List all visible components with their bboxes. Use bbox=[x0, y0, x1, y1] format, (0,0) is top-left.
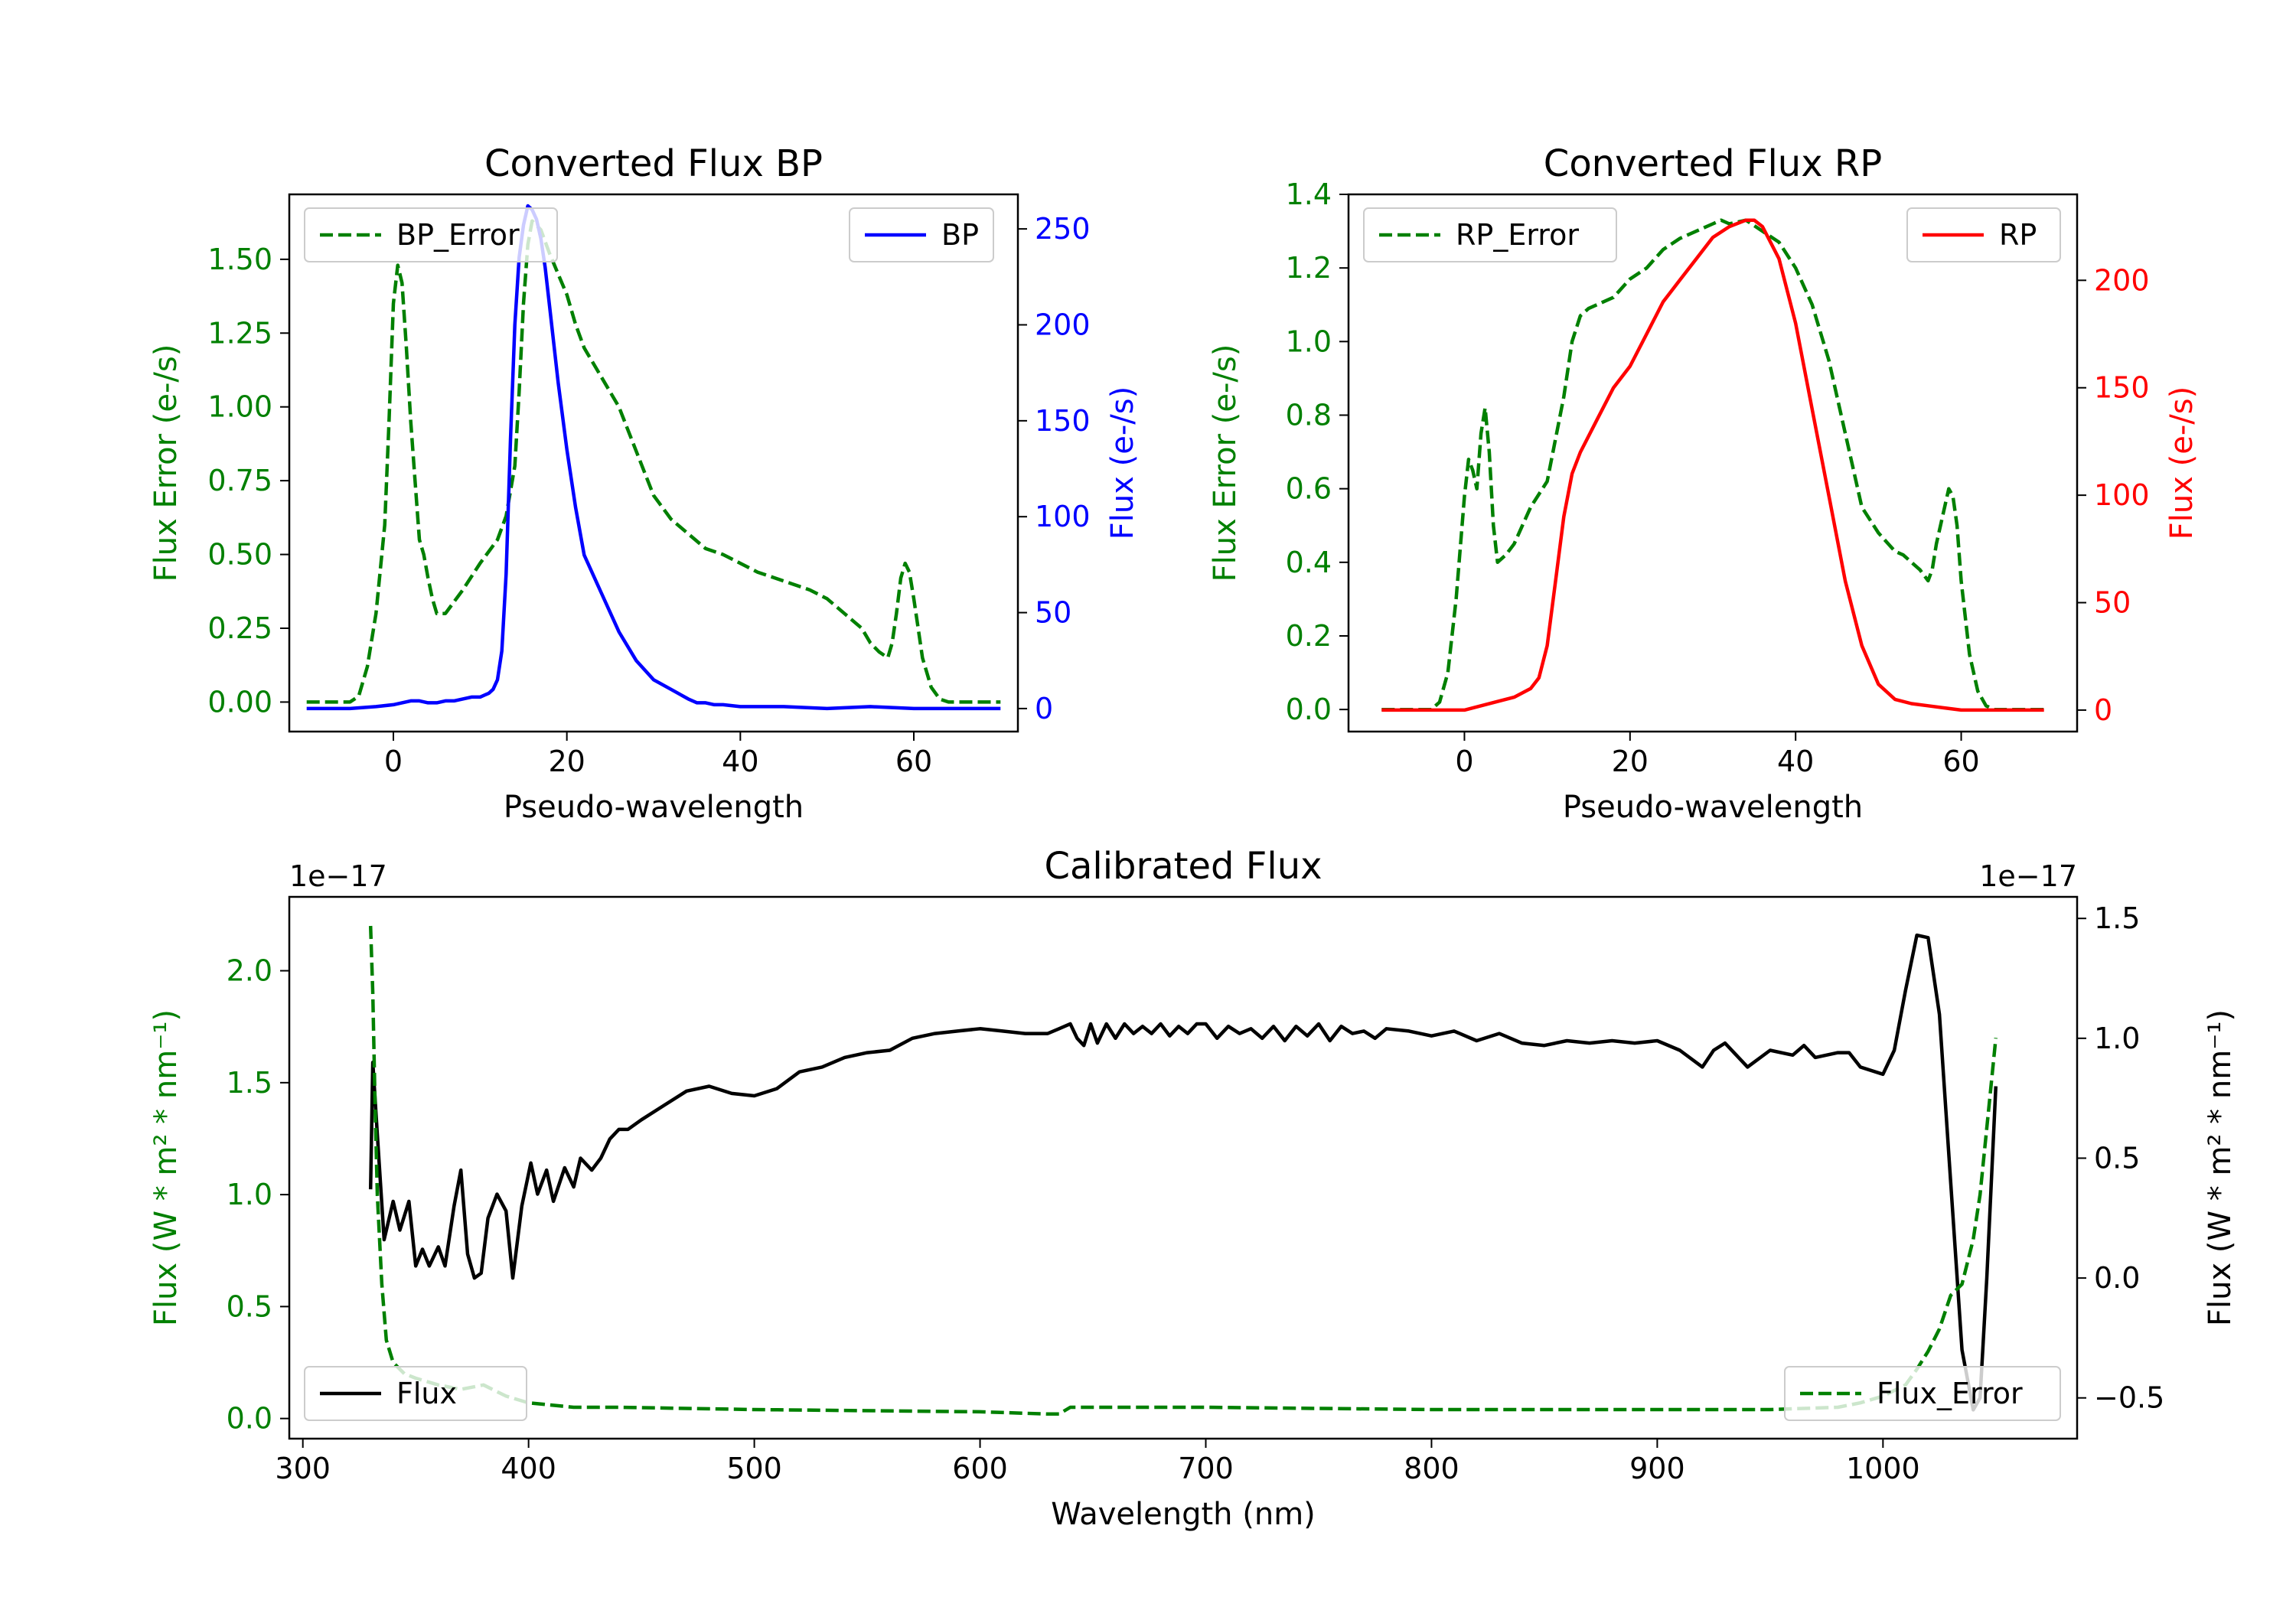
panel-converted-flux-rp: 0 20 40 60 0.0 0.2 0.4 0.6 0.8 1.0 1.2 1.4 0 50 100 150… bbox=[1208, 142, 2200, 825]
y-left-offset-text: 1e−17 bbox=[289, 859, 387, 893]
x-tick-label: 300 bbox=[275, 1452, 331, 1485]
y-left-tick-label: 0.25 bbox=[207, 611, 272, 645]
chart-title: Converted Flux BP bbox=[484, 142, 823, 185]
y-right-tick-label: 1.0 bbox=[2094, 1022, 2140, 1055]
legend-right-label: RP bbox=[1999, 218, 2037, 252]
y-left-tick-label: 0.0 bbox=[227, 1402, 272, 1436]
x-tick-label: 40 bbox=[722, 745, 758, 778]
legend-left-label: RP_Error bbox=[1456, 218, 1579, 252]
y-left-tick-label: 1.25 bbox=[207, 316, 272, 350]
series-line-bp-error bbox=[306, 219, 1001, 704]
legend-right-label: BP bbox=[941, 218, 979, 252]
x-tick-label: 400 bbox=[501, 1452, 556, 1485]
x-tick-label: 20 bbox=[1612, 745, 1649, 778]
legend-right-label: Flux_Error bbox=[1877, 1377, 2023, 1410]
y-right-tick-label: 200 bbox=[1035, 308, 1091, 341]
y-left-axis-label: Flux Error (e-/s) bbox=[1208, 344, 1243, 582]
y-left-tick-label: 0.0 bbox=[1286, 693, 1332, 726]
y-right-tick-label: 150 bbox=[2094, 371, 2150, 405]
x-tick-label: 60 bbox=[1942, 745, 1979, 778]
y-left-tick-label: 0.8 bbox=[1286, 398, 1332, 432]
y-right-tick-label: −0.5 bbox=[2094, 1381, 2164, 1415]
y-left-tick-label: 0.00 bbox=[207, 685, 272, 719]
x-tick-label: 0 bbox=[1455, 745, 1473, 778]
x-axis-label: Wavelength (nm) bbox=[1051, 1497, 1316, 1532]
series-line-rp bbox=[1381, 218, 2044, 712]
legend-left-box bbox=[304, 207, 558, 262]
y-left-tick-label: 1.2 bbox=[1286, 251, 1332, 285]
y-right-axis-label: Flux (e-/s) bbox=[1105, 386, 1140, 539]
y-left-tick-label: 0.75 bbox=[207, 464, 272, 497]
x-tick-label: 700 bbox=[1178, 1452, 1234, 1485]
x-tick-label: 60 bbox=[895, 745, 932, 778]
series-line-flux bbox=[368, 933, 1998, 1412]
y-right-tick-label: 1.5 bbox=[2094, 901, 2140, 935]
y-right-axis-label: Flux (W * m² * nm⁻¹) bbox=[2203, 1009, 2238, 1326]
y-right-tick-label: 0.0 bbox=[2094, 1261, 2140, 1295]
y-right-tick-label: 0.5 bbox=[2094, 1141, 2140, 1175]
series-line-rp-error bbox=[1381, 218, 2044, 712]
y-right-tick-label: 0 bbox=[2094, 693, 2112, 727]
y-right-tick-label: 200 bbox=[2094, 263, 2150, 297]
y-left-tick-label: 0.6 bbox=[1286, 472, 1332, 506]
y-right-tick-label: 100 bbox=[2094, 478, 2150, 512]
legend-left-box bbox=[304, 1366, 527, 1421]
y-left-tick-label: 2.0 bbox=[227, 954, 272, 988]
legend-left-box bbox=[1363, 207, 1617, 262]
legend-left-label: Flux bbox=[396, 1377, 457, 1410]
x-tick-label: 800 bbox=[1404, 1452, 1459, 1485]
legend-left-label: BP_Error bbox=[396, 218, 520, 252]
chart-title: Converted Flux RP bbox=[1544, 142, 1882, 185]
chart-title: Calibrated Flux bbox=[1044, 845, 1322, 888]
y-right-tick-label: 250 bbox=[1035, 212, 1091, 246]
y-right-axis-label: Flux (e-/s) bbox=[2164, 386, 2200, 539]
y-left-tick-label: 1.4 bbox=[1286, 178, 1332, 211]
x-tick-label: 0 bbox=[384, 745, 403, 778]
y-right-tick-label: 150 bbox=[1035, 404, 1091, 438]
y-left-tick-label: 0.4 bbox=[1286, 546, 1332, 579]
y-left-tick-label: 1.5 bbox=[227, 1066, 272, 1100]
x-tick-label: 40 bbox=[1777, 745, 1814, 778]
y-right-tick-label: 50 bbox=[2094, 586, 2131, 620]
y-right-tick-label: 0 bbox=[1035, 692, 1053, 725]
x-tick-label: 900 bbox=[1629, 1452, 1685, 1485]
x-axis-label: Pseudo-wavelength bbox=[1563, 790, 1863, 825]
x-tick-label: 500 bbox=[726, 1452, 782, 1485]
y-right-tick-label: 50 bbox=[1035, 596, 1071, 630]
y-left-axis-label: Flux (W * m² * nm⁻¹) bbox=[148, 1009, 184, 1326]
y-left-tick-label: 0.2 bbox=[1286, 619, 1332, 653]
x-tick-label: 20 bbox=[548, 745, 585, 778]
axes-frame bbox=[288, 895, 2079, 1440]
x-tick-label: 1000 bbox=[1846, 1452, 1920, 1485]
y-right-offset-text: 1e−17 bbox=[1979, 859, 2077, 893]
y-left-tick-label: 1.50 bbox=[207, 243, 272, 276]
panel-calibrated-flux: 300 400 500 600 700 800 900 1000 0.0 0.5 1.0 1.5 2.0… bbox=[148, 845, 2238, 1532]
legend-right-box bbox=[1784, 1366, 2061, 1421]
y-left-tick-label: 1.00 bbox=[207, 390, 272, 424]
axes-frame bbox=[288, 193, 1019, 733]
y-left-tick-label: 1.0 bbox=[227, 1178, 272, 1211]
y-left-tick-label: 1.0 bbox=[1286, 324, 1332, 358]
y-left-tick-label: 0.5 bbox=[227, 1289, 272, 1323]
axes-frame bbox=[1347, 193, 2079, 733]
y-right-tick-label: 100 bbox=[1035, 500, 1091, 533]
y-left-tick-label: 0.50 bbox=[207, 538, 272, 572]
x-tick-label: 600 bbox=[952, 1452, 1008, 1485]
y-left-axis-label: Flux Error (e-/s) bbox=[148, 344, 184, 582]
x-axis-label: Pseudo-wavelength bbox=[504, 790, 804, 825]
panel-converted-flux-bp: 0 20 40 60 0.00 0.25 0.50 0.75 1.00 1.25 1.50 0 50 10… bbox=[148, 142, 1140, 825]
